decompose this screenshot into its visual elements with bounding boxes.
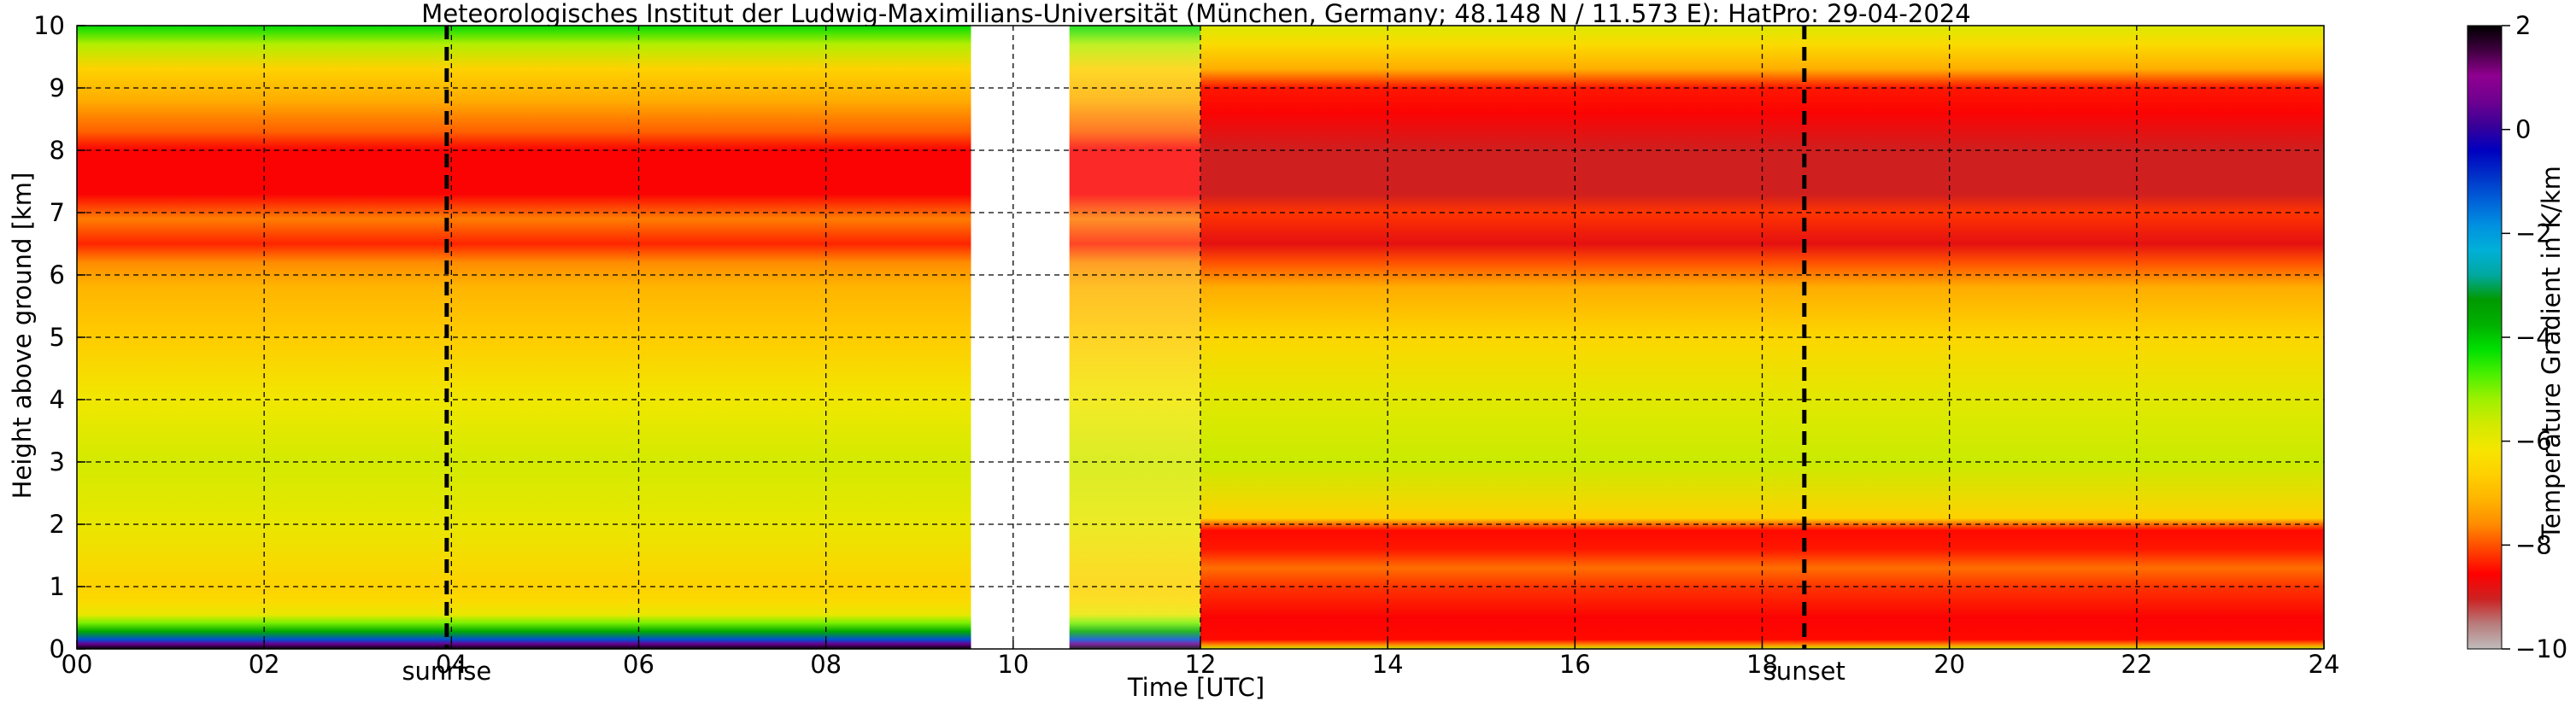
x-tick-label: 22 — [2121, 650, 2152, 679]
y-tick-label: 6 — [50, 260, 65, 289]
y-tick-label: 2 — [50, 510, 65, 539]
x-tick-label: 10 — [997, 650, 1029, 679]
y-tick-label: 4 — [50, 385, 65, 414]
colorbar-tick-label: −4 — [2515, 323, 2552, 352]
x-tick-label: 06 — [623, 650, 654, 679]
y-tick-label: 0 — [50, 634, 65, 663]
x-axis-label: Time [UTC] — [1127, 673, 1265, 702]
colorbar-scale — [2467, 25, 2503, 650]
x-tick-label: 00 — [62, 650, 93, 679]
colorbar-tick-label: −2 — [2515, 219, 2552, 248]
x-tick-label: 24 — [2309, 650, 2340, 679]
y-tick-label: 1 — [50, 572, 65, 601]
x-tick-label: 08 — [810, 650, 842, 679]
y-axis-label: Height above ground [km] — [8, 172, 37, 500]
plot-area: sunrise sunset — [76, 25, 2325, 686]
x-tick-label: 14 — [1372, 650, 1404, 679]
colorbar-label: Temperature Gradient in K/km — [2537, 166, 2566, 540]
y-tick-label: 7 — [50, 198, 65, 227]
sun-markers: sunrise sunset — [402, 26, 1845, 686]
chart-title: Meteorologisches Institut der Ludwig-Max… — [421, 0, 1970, 28]
grid-lines — [77, 26, 2324, 649]
y-tick-label: 3 — [50, 447, 65, 476]
x-tick-label: 20 — [1933, 650, 1965, 679]
colorbar-tick-label: −8 — [2515, 530, 2552, 559]
x-tick-label: 12 — [1185, 650, 1217, 679]
y-tick-label: 10 — [33, 11, 65, 40]
x-tick-label: 04 — [436, 650, 467, 679]
colorbar-tick-label: −10 — [2515, 634, 2567, 663]
marker-label-sunrise: sunrise — [402, 657, 491, 686]
x-tick-label: 16 — [1559, 650, 1591, 679]
marker-label-sunset: sunset — [1763, 657, 1845, 686]
x-tick-label: 02 — [249, 650, 280, 679]
y-tick-label: 9 — [50, 73, 65, 102]
colorbar-tick-label: 2 — [2515, 11, 2531, 40]
colorbar-tick-label: −6 — [2515, 427, 2552, 456]
colorbar-tick-label: 0 — [2515, 115, 2531, 144]
y-axis: 0 1 2 3 4 5 6 7 8 9 10 — [33, 11, 85, 663]
x-tick-label: 18 — [1746, 650, 1778, 679]
colorbar-ticks: 2 0 −2 −4 −6 −8 −10 — [2502, 11, 2567, 663]
x-axis: 00 02 04 06 08 10 12 14 16 18 20 22 24 — [62, 640, 2340, 679]
y-tick-label: 8 — [50, 136, 65, 165]
colorbar: 2 0 −2 −4 −6 −8 −10 Temperature Gradient in K/… — [2467, 11, 2567, 663]
y-tick-label: 5 — [50, 323, 65, 352]
